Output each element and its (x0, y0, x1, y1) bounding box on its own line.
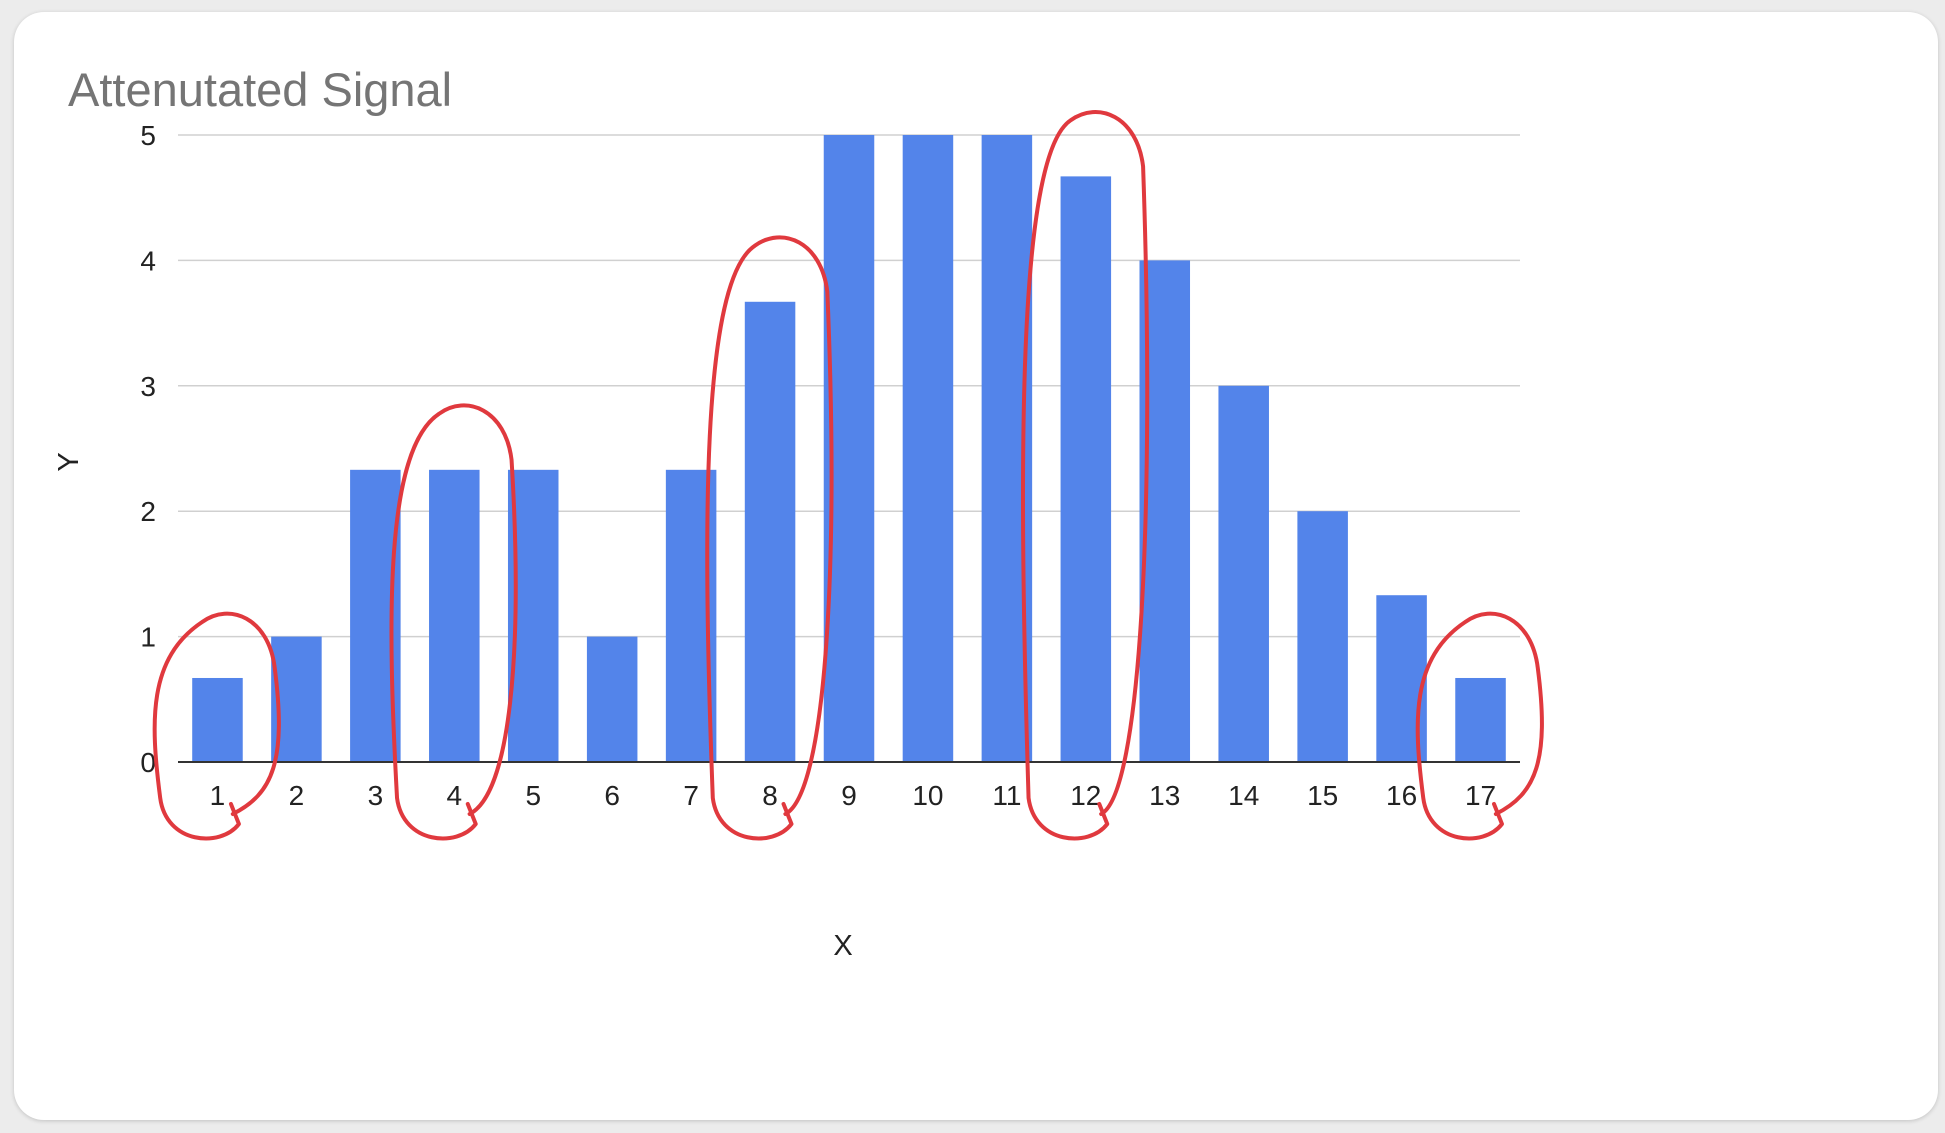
x-tick-label: 15 (1307, 780, 1338, 811)
annotation-circle (705, 235, 834, 841)
x-tick-label: 4 (447, 780, 463, 811)
bar (1218, 385, 1269, 762)
y-tick-label: 4 (140, 245, 156, 276)
x-tick-label: 16 (1386, 780, 1417, 811)
x-tick-label: 10 (912, 780, 943, 811)
x-tick-label: 3 (368, 780, 384, 811)
x-tick-label: 5 (525, 780, 541, 811)
x-tick-label: 1 (210, 780, 226, 811)
x-tick-label: 7 (683, 780, 699, 811)
x-axis-title: X (833, 930, 852, 962)
x-tick-label: 13 (1149, 780, 1180, 811)
bar (902, 135, 954, 762)
y-axis-title: Y (53, 452, 85, 471)
x-tick-label: 2 (289, 780, 305, 811)
annotation-circle (152, 611, 281, 841)
x-tick-label: 8 (762, 780, 778, 811)
annotation-circle (1021, 110, 1150, 841)
bar (744, 301, 796, 762)
y-tick-label: 3 (140, 371, 156, 402)
chart-card: Attenutated Signal X Y 0 1 2 3 4 5 1 2 3 4 5 6 7 8 9 10… (14, 12, 1938, 1120)
bar (1297, 511, 1348, 762)
y-tick-label: 0 (140, 747, 156, 778)
x-tick-label: 14 (1228, 780, 1259, 811)
annotation-circle (1415, 611, 1544, 841)
y-tick-label: 2 (140, 496, 156, 527)
bar (1060, 176, 1112, 762)
x-tick-label: 6 (604, 780, 620, 811)
x-tick-label: 11 (992, 780, 1021, 811)
bar (1455, 677, 1506, 762)
chart-title: Attenutated Signal (68, 63, 453, 116)
bar (429, 469, 480, 762)
bar (586, 636, 638, 762)
x-tick-label: 17 (1465, 780, 1496, 811)
x-tick-label: 9 (841, 780, 857, 811)
bar (192, 677, 243, 762)
y-tick-label: 5 (140, 120, 156, 151)
annotation-circle (389, 403, 518, 841)
x-tick-label: 12 (1070, 780, 1101, 811)
y-tick-label: 1 (140, 622, 156, 653)
